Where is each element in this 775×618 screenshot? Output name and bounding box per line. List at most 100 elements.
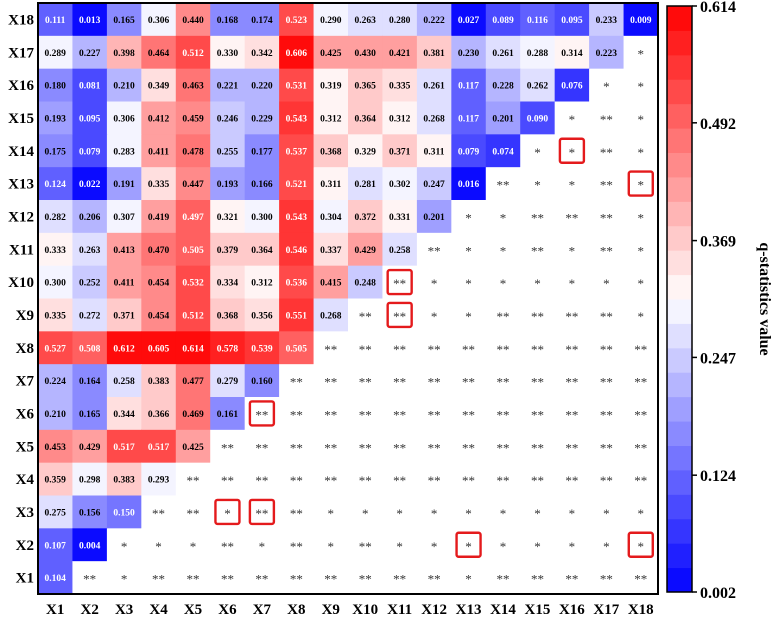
heatmap-cell <box>244 68 280 103</box>
heatmap-cell <box>38 3 74 37</box>
heatmap-cell <box>106 68 142 103</box>
column-label: X10 <box>352 602 378 618</box>
cell-value-label: 0.614 <box>182 344 204 354</box>
heatmap-cell <box>451 495 487 529</box>
cell-value-label: 0.227 <box>79 49 101 59</box>
heatmap-cell <box>313 200 349 234</box>
cell-value-label: 0.523 <box>286 16 308 26</box>
colorbar-frame <box>666 5 693 593</box>
row-label: X2 <box>16 538 34 554</box>
cell-value-label: 0.334 <box>217 279 239 289</box>
heatmap-cell <box>210 68 246 103</box>
cell-significance-label: * <box>534 178 541 193</box>
heatmap-cell <box>485 561 521 595</box>
heatmap-cell <box>589 134 625 168</box>
cell-significance-label: ** <box>600 178 613 193</box>
heatmap-cell <box>554 3 590 37</box>
cell-significance-label: * <box>638 112 645 127</box>
cell-value-label: 0.505 <box>182 246 204 256</box>
heatmap-cell <box>106 429 142 464</box>
heatmap-cell <box>279 35 315 70</box>
cell-value-label: 0.246 <box>217 114 239 124</box>
heatmap-cell <box>313 462 349 497</box>
heatmap-cell <box>313 134 349 168</box>
heatmap-cell <box>141 429 177 464</box>
heatmap-cell <box>348 232 384 267</box>
heatmap-cell <box>416 265 452 300</box>
heatmap-cell <box>313 364 349 398</box>
heatmap-cell <box>72 364 108 398</box>
colorbar-tick-label: 0.002 <box>700 585 736 602</box>
cell-value-label: 0.124 <box>45 180 67 190</box>
cell-significance-label: * <box>534 506 541 521</box>
cell-significance-label: ** <box>428 342 441 357</box>
heatmap-cell <box>589 3 625 37</box>
heatmap-cell <box>382 331 418 365</box>
cell-value-label: 0.419 <box>148 213 170 223</box>
cell-value-label: 0.290 <box>320 16 342 26</box>
heatmap-cell <box>313 561 349 595</box>
colorbar-segment <box>667 543 692 569</box>
heatmap-cell <box>313 298 349 332</box>
heatmap-cell <box>141 561 177 595</box>
cell-significance-label: ** <box>497 572 510 587</box>
heatmap-cell <box>485 495 521 529</box>
cell-value-label: 0.381 <box>423 49 445 59</box>
cell-value-label: 0.447 <box>182 180 204 190</box>
heatmap-cell <box>244 35 280 70</box>
heatmap-cell <box>106 232 142 267</box>
cell-significance-label: ** <box>531 572 544 587</box>
heatmap-cell <box>244 298 280 332</box>
heatmap-cell <box>106 561 142 595</box>
cell-significance-label: ** <box>531 407 544 422</box>
cell-significance-label: * <box>638 46 645 61</box>
heatmap-cell <box>348 101 384 135</box>
heatmap-cell <box>589 35 625 70</box>
heatmap-cell <box>279 495 315 529</box>
cell-value-label: 0.224 <box>45 377 67 387</box>
cell-value-label: 0.175 <box>45 147 67 157</box>
heatmap-cell <box>72 101 108 135</box>
cell-value-label: 0.079 <box>79 147 101 157</box>
cell-significance-label: * <box>465 572 472 587</box>
heatmap-cell <box>451 232 487 267</box>
cell-significance-label: * <box>534 145 541 160</box>
heatmap-cell <box>348 265 384 300</box>
heatmap-cell <box>38 561 74 595</box>
heatmap-cell <box>175 429 211 464</box>
cell-significance-label: * <box>638 210 645 225</box>
cell-value-label: 0.206 <box>79 213 101 223</box>
heatmap-cell <box>554 462 590 497</box>
heatmap-cell <box>485 232 521 267</box>
cell-value-label: 0.453 <box>45 443 67 453</box>
heatmap-cells: 0.111 0.013 0.165 0.306 0.440 0.168 0.174 0.523… <box>38 3 659 595</box>
cell-significance-label: ** <box>565 572 578 587</box>
cell-value-label: 0.074 <box>492 147 514 157</box>
heatmap-cell <box>451 561 487 595</box>
cell-significance-label: * <box>121 539 128 554</box>
heatmap-cell <box>175 35 211 70</box>
cell-value-label: 0.191 <box>113 180 135 190</box>
colorbar-segment <box>667 103 692 129</box>
heatmap-cell <box>451 200 487 234</box>
cell-significance-label: ** <box>600 342 613 357</box>
cell-significance-label: ** <box>565 342 578 357</box>
cell-significance-label: ** <box>462 375 475 390</box>
heatmap-cell <box>72 397 108 431</box>
cell-value-label: 0.546 <box>286 246 308 256</box>
cell-significance-label: ** <box>290 539 303 554</box>
cell-significance-label: ** <box>600 440 613 455</box>
cell-value-label: 0.272 <box>79 311 101 321</box>
heatmap-cell <box>554 561 590 595</box>
cell-value-label: 0.412 <box>148 114 170 124</box>
cell-significance-label: ** <box>531 243 544 258</box>
cell-significance-label: ** <box>634 375 647 390</box>
cell-value-label: 0.165 <box>113 16 135 26</box>
heatmap-cell <box>279 134 315 168</box>
heatmap-cell <box>210 101 246 135</box>
heatmap-cell <box>348 35 384 70</box>
cell-value-label: 0.222 <box>423 16 445 26</box>
heatmap-cell <box>244 3 280 37</box>
cell-significance-label: ** <box>359 473 372 488</box>
heatmap-cell <box>623 331 659 365</box>
